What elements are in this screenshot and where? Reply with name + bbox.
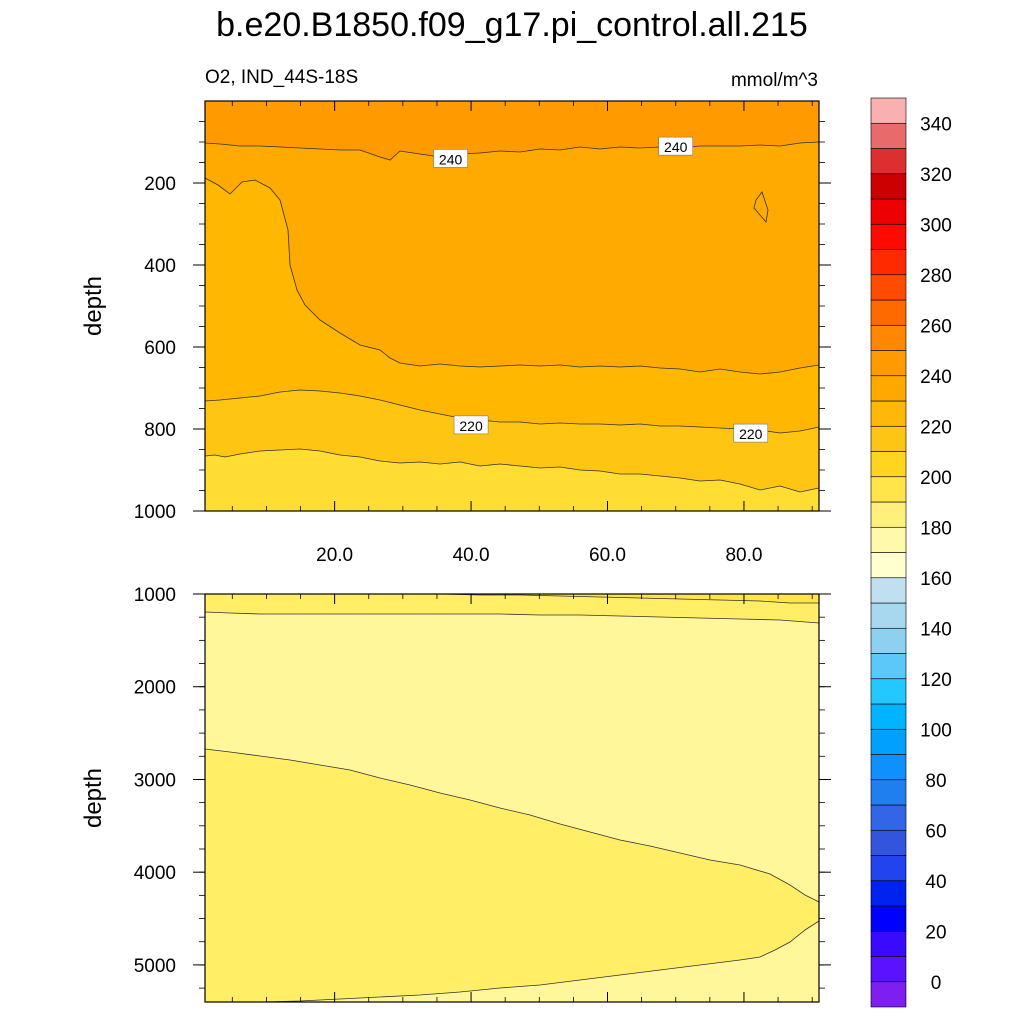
colorbar-label: 180 — [920, 518, 952, 539]
colorbar-box — [870, 779, 907, 806]
x-tick-label: 40.0 — [453, 545, 490, 566]
contour-label-box — [733, 423, 769, 443]
colorbar-box — [870, 501, 907, 528]
contour-label: 240 — [439, 151, 463, 167]
colorbar-label: 60 — [925, 821, 946, 842]
colorbar-box — [870, 653, 907, 680]
colorbar-label: 320 — [920, 165, 952, 186]
x-tick-label: 80.0 — [725, 545, 762, 566]
colorbar: 0 20 40 60 80 100 120 140 160 180 200 220 240 260 280 3… — [870, 97, 952, 1008]
colorbar-box — [870, 577, 907, 604]
y-tick-label: 2000 — [134, 678, 176, 699]
colorbar-box — [870, 829, 907, 856]
colorbar-box — [870, 122, 907, 149]
lower-fill-200-210-top — [205, 594, 819, 603]
colorbar-box — [870, 425, 907, 452]
chart-title: b.e20.B1850.f09_g17.pi_control.all.215 — [216, 6, 808, 44]
colorbar-box — [870, 476, 907, 503]
y-tick-label: 400 — [144, 256, 176, 277]
contour-label: 240 — [664, 139, 688, 155]
colorbar-label: 260 — [920, 316, 952, 337]
colorbar-box — [870, 400, 907, 427]
contour-label-box — [658, 136, 693, 156]
y-tick-label: 600 — [144, 338, 176, 359]
colorbar-label: 120 — [920, 670, 952, 691]
colorbar-box — [870, 350, 907, 377]
y-tick-label: 5000 — [134, 956, 176, 977]
colorbar-label: 240 — [920, 367, 952, 388]
upper-panel: 240 240 220 220 20.0 40.0 60.0 80.0 200 400 600 80… — [80, 100, 831, 566]
x-tick-label: 20.0 — [316, 545, 353, 566]
colorbar-label: 100 — [920, 720, 952, 741]
colorbar-box — [870, 956, 907, 983]
colorbar-box — [870, 678, 907, 705]
colorbar-box — [870, 703, 907, 730]
colorbar-label: 160 — [920, 569, 952, 590]
colorbar-box — [870, 905, 907, 932]
colorbar-box — [870, 552, 907, 579]
colorbar-label: 20 — [925, 922, 946, 943]
x-tick-label: 60.0 — [589, 545, 626, 566]
y-tick-label: 800 — [144, 420, 176, 441]
colorbar-box — [870, 324, 907, 351]
colorbar-label: 0 — [931, 973, 942, 994]
upper-contour-lines — [204, 141, 820, 493]
upper-fill-island — [753, 191, 769, 223]
y-tick-label: 4000 — [134, 863, 176, 884]
contour-label-box — [433, 149, 468, 168]
colorbar-box — [870, 299, 907, 326]
colorbar-box — [870, 97, 907, 124]
colorbar-box — [870, 451, 907, 478]
contour-label: 220 — [459, 418, 483, 434]
colorbar-box — [870, 148, 907, 175]
colorbar-label: 340 — [920, 114, 952, 135]
colorbar-box — [870, 855, 907, 882]
colorbar-label: 280 — [920, 266, 952, 287]
colorbar-label: 200 — [920, 468, 952, 489]
colorbar-label: 220 — [920, 417, 952, 438]
upper-y-axis-label: depth — [80, 276, 107, 336]
y-tick-label: 1000 — [134, 585, 176, 606]
colorbar-box — [870, 880, 907, 907]
colorbar-label: 140 — [920, 619, 952, 640]
colorbar-box — [870, 602, 907, 629]
y-tick-label: 1000 — [134, 502, 176, 523]
variable-label: O2, IND_44S-18S — [205, 67, 358, 88]
colorbar-label: 300 — [920, 215, 952, 236]
lower-contour-lines — [204, 593, 820, 1003]
colorbar-box — [870, 173, 907, 200]
units-label: mmol/m^3 — [731, 70, 818, 91]
contour-label: 220 — [739, 426, 763, 442]
colorbar-box — [870, 728, 907, 755]
lower-fill-190-200-bottom — [205, 749, 819, 1002]
colorbar-box — [870, 526, 907, 553]
colorbar-label: 40 — [925, 872, 946, 893]
y-tick-label: 200 — [144, 174, 176, 195]
colorbar-box — [870, 249, 907, 276]
upper-fill-230-240 — [205, 101, 819, 374]
colorbar-label: 80 — [925, 771, 946, 792]
colorbar-box — [870, 754, 907, 781]
colorbar-box — [870, 627, 907, 654]
lower-panel: 1000 2000 3000 4000 5000 depth — [80, 585, 831, 1003]
colorbar-box — [870, 804, 907, 831]
contour-label-box — [453, 415, 489, 435]
lower-y-axis-label: depth — [80, 768, 107, 828]
colorbar-box — [870, 981, 907, 1008]
lower-plot-frame — [204, 593, 820, 1003]
colorbar-box — [870, 223, 907, 250]
colorbar-box — [870, 274, 907, 301]
colorbar-box — [870, 375, 907, 402]
colorbar-box — [870, 198, 907, 225]
lower-fill-190-200-top — [205, 594, 819, 623]
y-tick-label: 3000 — [134, 770, 176, 791]
colorbar-box — [870, 930, 907, 957]
